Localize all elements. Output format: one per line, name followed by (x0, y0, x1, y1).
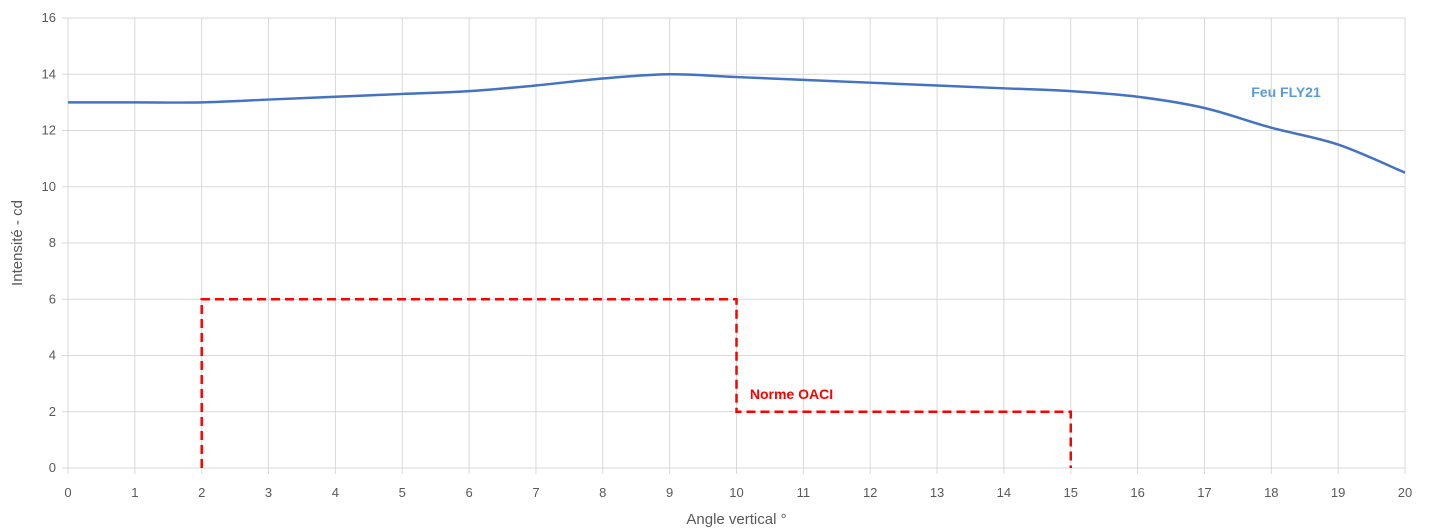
x-tick-label: 10 (729, 485, 743, 500)
x-axis-title: Angle vertical ° (686, 511, 786, 528)
x-tick-label: 20 (1398, 485, 1412, 500)
series-line-0 (67, 72, 1406, 174)
x-tick-label: 5 (399, 485, 406, 500)
y-tick-label: 6 (49, 291, 56, 306)
y-tick-label: 0 (49, 460, 56, 475)
y-tick-label: 8 (49, 235, 56, 250)
x-tick-label: 2 (198, 485, 205, 500)
series-labels: Feu FLY21 Norme OACI (750, 84, 1321, 402)
series-label-1: Norme OACI (750, 386, 833, 402)
y-axis-title: Intensité - cd (9, 200, 26, 286)
y-tick-label: 10 (42, 179, 56, 194)
x-tick-label: 12 (863, 485, 877, 500)
x-tick-label: 18 (1264, 485, 1278, 500)
x-tick-label: 4 (332, 485, 339, 500)
y-tick-label: 2 (49, 404, 56, 419)
y-axis-ticks: 0 2 4 6 8 10 12 14 16 (42, 10, 56, 475)
x-tick-label: 17 (1197, 485, 1211, 500)
series-label-0: Feu FLY21 (1251, 84, 1321, 100)
x-tick-label: 14 (997, 485, 1011, 500)
x-axis-ticks: 0 1 2 3 4 5 6 7 8 9 10 11 12 13 14 15 16 17 18 19 20 (64, 485, 1412, 500)
x-tick-label: 7 (532, 485, 539, 500)
y-tick-label: 12 (42, 123, 56, 138)
y-tick-label: 4 (49, 348, 56, 363)
x-tick-label: 0 (64, 485, 71, 500)
y-tick-label: 14 (42, 66, 56, 81)
x-tick-label: 8 (599, 485, 606, 500)
x-tick-label: 9 (666, 485, 673, 500)
x-tick-label: 16 (1130, 485, 1144, 500)
x-tick-label: 13 (930, 485, 944, 500)
x-tick-label: 19 (1331, 485, 1345, 500)
series-lines (67, 72, 1406, 468)
y-tick-label: 16 (42, 10, 56, 25)
x-tick-label: 11 (797, 485, 811, 500)
series-line-1 (200, 298, 1072, 468)
x-tick-label: 1 (131, 485, 138, 500)
x-tick-label: 3 (265, 485, 272, 500)
x-tick-label: 15 (1064, 485, 1078, 500)
x-tick-label: 6 (465, 485, 472, 500)
grid-lines (62, 17, 1406, 474)
